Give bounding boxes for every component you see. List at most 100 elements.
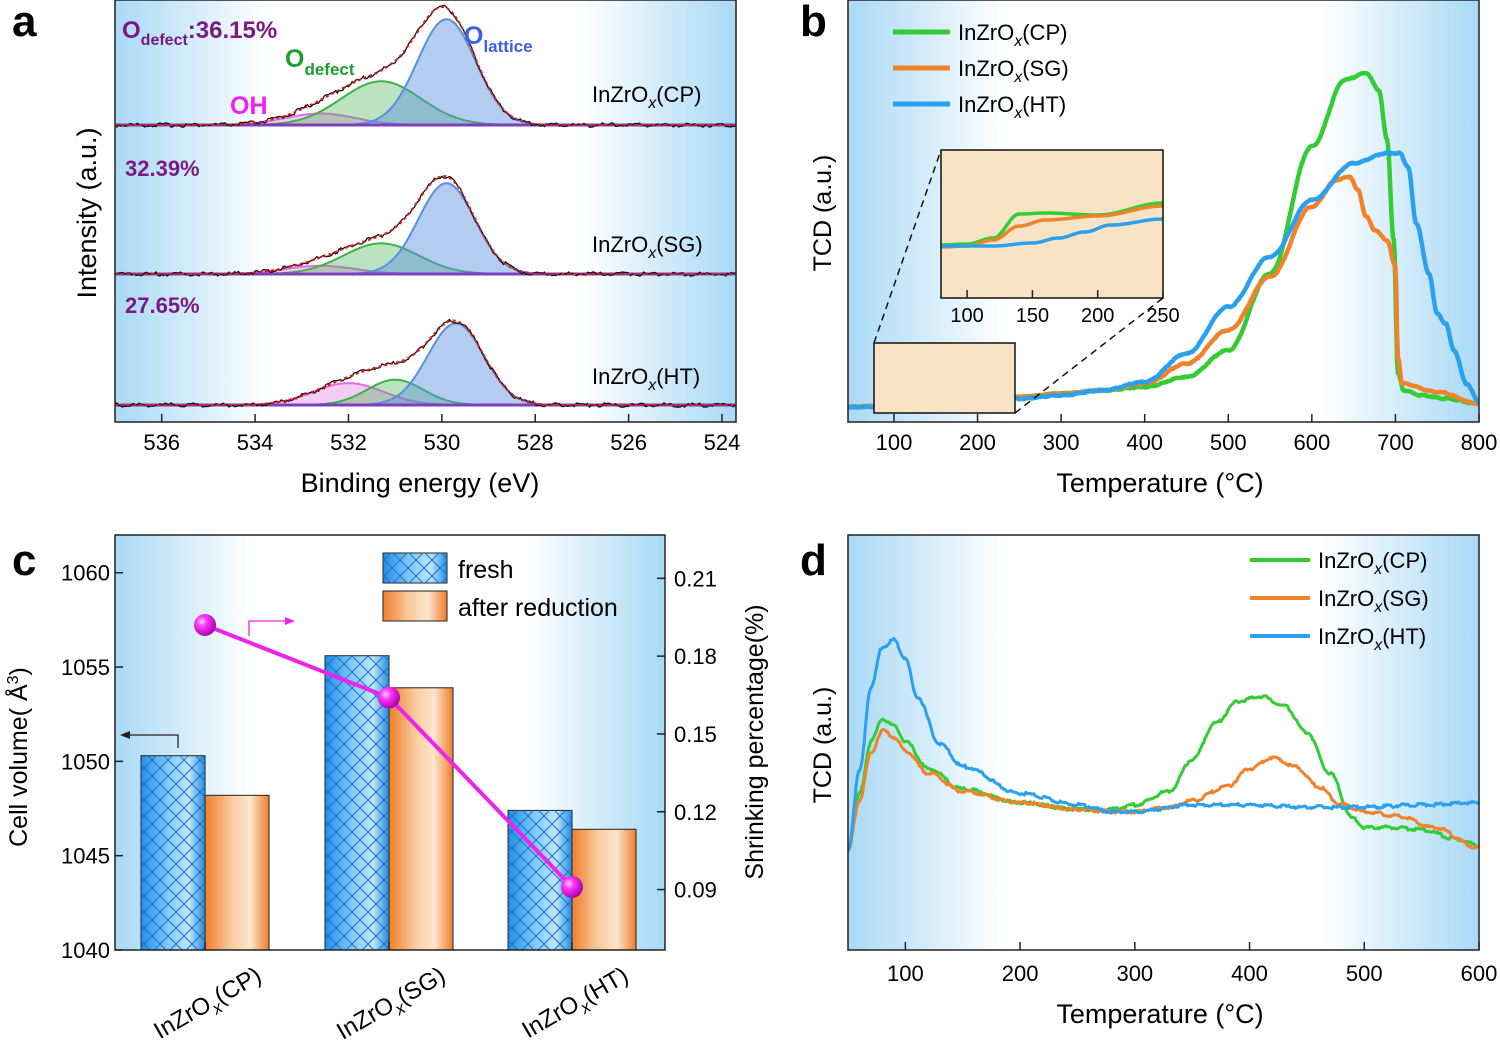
inset-connector-left (873, 149, 942, 344)
defect-fill (185, 379, 629, 405)
x-tick-label: 200 (1081, 305, 1114, 327)
legend-swatch-fresh-hatch (383, 553, 447, 583)
inset-curves (941, 201, 1163, 249)
legend-label: InZrOx(CP) (1318, 548, 1427, 578)
inset-zoom-region (873, 342, 1016, 414)
x-tick-label: 200 (959, 430, 996, 455)
panel-c-y2-ticks: 0.09 0.12 0.15 0.18 0.21 (657, 566, 717, 903)
panel-d-frame (847, 534, 1480, 951)
panel-a-x-ticks: 536 534 532 530 528 526 524 (143, 414, 740, 455)
legend-label-main: InZrO (958, 92, 1014, 117)
legend-label-tail: (SG) (1022, 56, 1068, 81)
panel-b-xlabel: Temperature (°C) (1056, 468, 1263, 498)
x-tick-label: 300 (1043, 430, 1080, 455)
panel-d-ylabel: TCD (a.u.) (809, 687, 837, 804)
category-main: InZrO (517, 990, 584, 1044)
defect-percent-cp: Odefect:36.15% (122, 17, 277, 49)
defect-percent-sg: 32.39% (125, 156, 200, 181)
panel-b: 100 200 300 400 500 600 700 800 b Temperature (… (800, 0, 1497, 498)
legend-label-after-reduction: after reduction (458, 594, 618, 622)
panel-c-legend: fresh after reduction (382, 552, 618, 622)
legend-label-fresh: fresh (458, 556, 514, 584)
x-tick-label: 526 (610, 430, 647, 455)
panel-d-label: d (800, 536, 827, 585)
panel-a: 536 534 532 530 528 526 524 a Binding energy (… (12, 0, 740, 498)
fit-envelope (115, 319, 736, 406)
legend-label-main: InZrO (1318, 586, 1374, 611)
x-tick-label: 700 (1377, 430, 1414, 455)
legend-label-main: InZrO (958, 56, 1014, 81)
panel-a-curves (115, 4, 736, 409)
category-main: InZrO (332, 991, 399, 1045)
panel-d-curves (848, 637, 1479, 853)
legend-label-main: InZrO (1318, 624, 1374, 649)
x-tick-label: 400 (1126, 430, 1163, 455)
defect-fill (185, 243, 629, 274)
legend-label-tail: (CP) (1382, 548, 1427, 573)
y2-tick-label: 0.12 (674, 800, 717, 825)
fit-envelope (115, 5, 736, 126)
bar-fresh-hatch (325, 655, 389, 950)
y-tick-label: 1060 (61, 561, 110, 586)
sample-label-sg: InZrOx(SG) (592, 232, 703, 262)
x-tick-label: 400 (1231, 961, 1268, 986)
x-tick-label: 534 (237, 430, 274, 455)
raw-data (115, 175, 736, 278)
legend-label-sub: x (1013, 69, 1023, 86)
label-o-lattice: Olattice (464, 22, 533, 56)
panel-d-plot-area (848, 535, 1479, 950)
panel-a-frame (114, 0, 737, 423)
panel-c-x-ticks: InZrOx(CP) InZrOx(SG) InZrOx(HT) (149, 942, 635, 1050)
x-tick-label: 600 (1293, 430, 1330, 455)
defect-fill (185, 81, 629, 125)
legend-label: InZrOx(SG) (958, 56, 1069, 86)
panel-c-shrink-line (194, 614, 583, 898)
bar-after-reduction (204, 794, 270, 950)
panel-c-frame (114, 534, 666, 951)
label-o-defect: Odefect (285, 45, 355, 79)
panel-b-label: b (800, 0, 827, 46)
legend-label: InZrOx(CP) (958, 20, 1067, 50)
sample-label-ht: InZrOx(HT) (592, 364, 700, 394)
x-tick-label: 100 (876, 430, 913, 455)
legend-label-sub: x (1373, 637, 1383, 654)
panel-d-xlabel: Temperature (°C) (1056, 999, 1263, 1029)
x-tick-label: 500 (1346, 961, 1383, 986)
sample-label-cp: InZrOx(CP) (592, 82, 701, 112)
legend-label-tail: (SG) (1382, 586, 1428, 611)
legend-label-main: InZrO (1318, 548, 1374, 573)
legend-label-tail: (HT) (1382, 624, 1426, 649)
left-axis-arrow (126, 734, 179, 748)
left-axis-arrow-head (120, 731, 130, 739)
x-category-label: InZrOx(CP) (149, 962, 268, 1049)
tpd-curve (848, 637, 1479, 853)
legend-swatch-after-reduction (382, 590, 448, 622)
category-main: InZrO (149, 991, 216, 1045)
panel-c-y2label: Shrinking percentage(%) (741, 604, 769, 879)
x-tick-label: 600 (1461, 961, 1498, 986)
y-tick-label: 1045 (61, 844, 110, 869)
panel-a-xlabel: Binding energy (eV) (301, 468, 540, 498)
x-tick-label: 536 (143, 430, 180, 455)
x-category-label: InZrOx(SG) (332, 962, 452, 1050)
x-category-label: InZrOx(HT) (517, 962, 635, 1049)
x-tick-label: 100 (950, 305, 983, 327)
fit-envelope (115, 174, 736, 275)
x-tick-label: 300 (1116, 961, 1153, 986)
x-tick-label: 250 (1146, 305, 1179, 327)
legend-label-tail: (HT) (1022, 92, 1066, 117)
y2-tick-label: 0.18 (674, 644, 717, 669)
y2-tick-label: 0.15 (674, 722, 717, 747)
panel-b-legend: InZrOx(CP)InZrOx(SG)InZrOx(HT) (893, 20, 1069, 122)
legend-label-sub: x (1373, 599, 1383, 616)
shrink-point (378, 686, 400, 709)
legend-label: InZrOx(HT) (958, 92, 1066, 122)
bar-fresh-hatch (141, 755, 205, 950)
x-tick-label: 800 (1461, 430, 1498, 455)
panel-c-y-ticks: 1040 1045 1050 1055 1060 (61, 561, 123, 963)
lattice-fill (185, 183, 629, 274)
lattice-fill (185, 19, 629, 126)
x-tick-label: 150 (1016, 305, 1049, 327)
inset-x-ticks: 100 150 200 250 (950, 290, 1180, 327)
